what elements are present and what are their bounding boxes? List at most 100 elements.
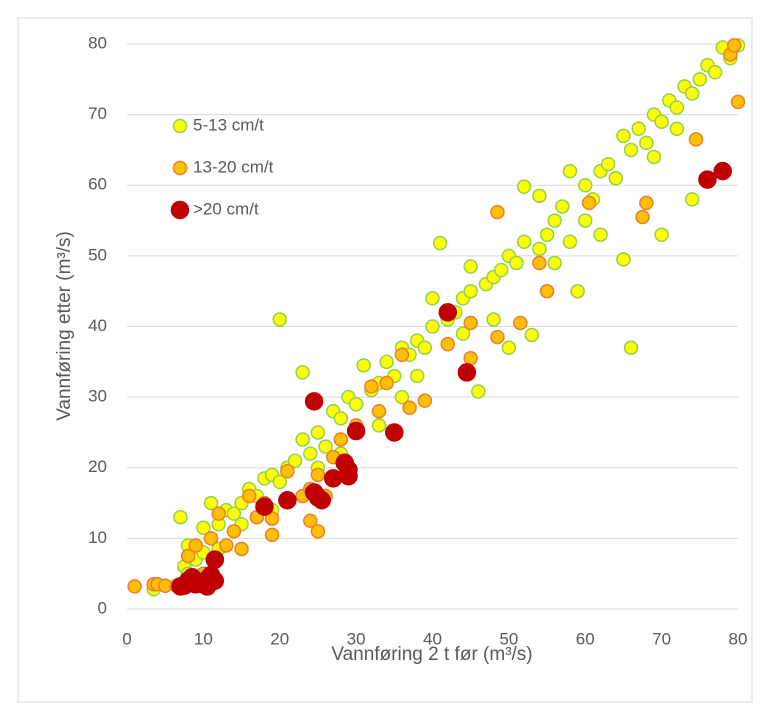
x-tick-label: 20	[270, 629, 289, 648]
point	[438, 303, 458, 322]
y-tick-label: 80	[88, 33, 107, 52]
point	[203, 531, 219, 546]
point	[516, 179, 532, 194]
point	[333, 411, 349, 426]
x-tick-label: 10	[194, 629, 213, 648]
point	[707, 65, 723, 80]
point	[346, 421, 366, 441]
point	[578, 178, 593, 193]
point	[255, 497, 274, 516]
point	[219, 538, 234, 553]
x-tick-label: 70	[652, 629, 671, 648]
point	[264, 511, 280, 526]
point	[669, 100, 685, 115]
point	[509, 255, 524, 271]
point	[578, 213, 593, 228]
point	[600, 156, 616, 172]
point	[379, 354, 394, 370]
point	[547, 213, 562, 228]
point	[203, 495, 219, 511]
y-tick-label: 60	[88, 175, 107, 194]
y-tick-label: 50	[88, 245, 107, 264]
point	[646, 149, 662, 165]
point	[173, 509, 188, 525]
point	[371, 418, 387, 433]
legend-marker	[172, 118, 188, 134]
point	[379, 375, 394, 391]
point	[463, 283, 478, 299]
y-axis-label: Vannføring etter (m³/s)	[54, 231, 75, 421]
point	[547, 255, 562, 271]
point	[463, 315, 478, 331]
point	[562, 163, 578, 179]
point	[486, 312, 501, 327]
point	[394, 347, 410, 362]
y-tick-label: 10	[88, 528, 107, 547]
point	[726, 38, 742, 53]
point	[371, 404, 387, 419]
point	[287, 453, 303, 468]
point	[471, 384, 486, 399]
point	[692, 72, 708, 87]
point	[303, 446, 318, 461]
legend-label: >20 cm/t	[193, 199, 259, 218]
y-tick-label: 30	[88, 387, 107, 406]
point	[654, 227, 669, 242]
point	[295, 432, 310, 447]
point	[555, 199, 570, 214]
point	[532, 255, 547, 271]
point	[463, 351, 478, 366]
point	[513, 315, 528, 331]
point	[196, 520, 211, 536]
point	[417, 393, 433, 408]
point	[205, 571, 225, 590]
point	[188, 538, 203, 553]
point	[593, 227, 608, 242]
y-tick-label: 20	[88, 457, 107, 476]
point	[623, 340, 639, 355]
point	[226, 506, 242, 521]
point	[303, 513, 318, 528]
point	[631, 121, 646, 136]
point	[616, 252, 631, 267]
point	[516, 234, 532, 249]
x-tick-label: 50	[499, 629, 518, 648]
x-axis-label: Vannføring 2 t før (m³/s)	[331, 644, 532, 665]
y-tick-label: 70	[88, 104, 107, 123]
point	[463, 259, 478, 274]
point	[417, 340, 433, 355]
point	[539, 227, 555, 242]
point	[455, 326, 471, 341]
legend-label: 5-13 cm/t	[193, 115, 264, 134]
point	[385, 423, 404, 442]
point	[272, 312, 287, 327]
point	[639, 135, 654, 151]
point	[356, 358, 372, 373]
point	[490, 204, 505, 220]
point	[394, 389, 410, 405]
point	[698, 170, 717, 189]
point	[348, 396, 364, 412]
point	[278, 490, 297, 510]
point	[432, 235, 448, 251]
point	[654, 114, 669, 129]
x-tick-label: 30	[347, 629, 366, 648]
point	[639, 195, 654, 211]
point	[562, 234, 578, 249]
point	[226, 524, 242, 539]
legend-label: 13-20 cm/t	[193, 157, 274, 176]
point	[409, 368, 425, 384]
point	[280, 464, 295, 479]
point	[310, 467, 326, 483]
legend-marker	[170, 200, 190, 220]
point	[333, 432, 349, 447]
point	[457, 363, 477, 382]
point	[425, 319, 440, 334]
point	[570, 283, 585, 299]
point	[490, 329, 505, 345]
point	[323, 469, 343, 488]
x-tick-label: 60	[576, 629, 595, 648]
point	[688, 132, 704, 147]
point	[272, 474, 287, 490]
point	[623, 142, 639, 158]
